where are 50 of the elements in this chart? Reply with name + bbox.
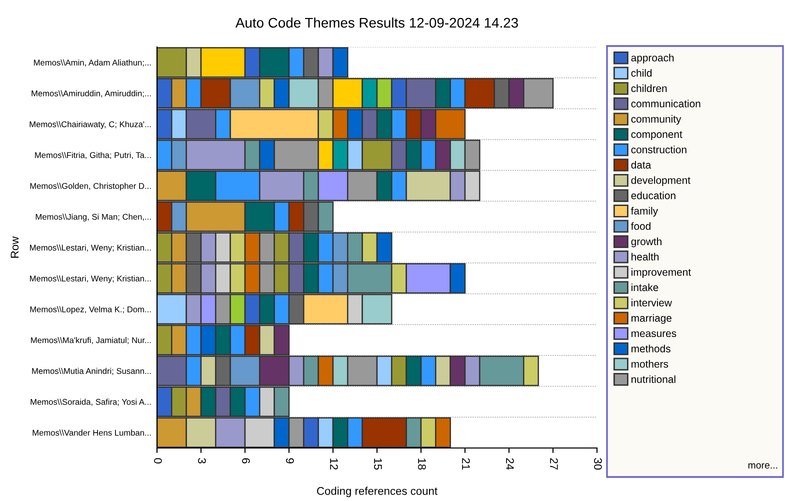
y-tick-label: Memos\\Lestari, Weny; Kristian... (30, 275, 151, 284)
legend-label: community (631, 115, 682, 125)
legend-label: education (631, 192, 676, 200)
x-tick-label: 27 (550, 458, 558, 470)
legend-label: interview (632, 298, 672, 306)
legend-label: improvement (632, 268, 691, 278)
x-tick-label: 21 (462, 458, 470, 470)
legend-label: food (630, 222, 650, 230)
chart-title: Auto Code Themes Results 12-09-2024 14.23 (235, 17, 518, 28)
y-tick-label: Memos\\Jiang, Si Man; Chen,... (36, 214, 151, 222)
legend-label: development (631, 176, 690, 186)
y-tick-label: Memos\\Ma'krufi, Jamiatul; Nur... (31, 337, 151, 344)
x-tick-label: 3 (198, 458, 206, 464)
x-tick-label: 15 (374, 458, 382, 470)
x-tick-label: 12 (330, 458, 338, 470)
x-tick-label: 6 (242, 458, 250, 464)
y-tick-label: Memos\\Soraida, Safira; Yosi A... (30, 398, 151, 406)
legend-label: approach (631, 54, 674, 64)
y-tick-label: Memos\\Lestari, Weny; Kristian... (30, 244, 151, 252)
x-tick-label: 18 (418, 458, 426, 470)
y-tick-label: Memos\\Fitria, Githa; Putri, Ta... (35, 152, 151, 160)
x-tick-label: 9 (286, 458, 294, 464)
legend-label: communication (631, 100, 700, 108)
legend-label: component (631, 131, 682, 140)
y-tick-label: Memos\\Golden, Christopher D... (30, 182, 151, 191)
legend-label: family (630, 206, 658, 217)
legend-label: marriage (632, 314, 672, 324)
legend-label: child (631, 69, 652, 77)
x-axis-title: Coding references count (317, 486, 438, 498)
legend-label: growth (631, 238, 662, 248)
y-tick-label: Memos\\Lopez, Velma K.; Dom... (30, 306, 151, 314)
legend-label: methods (632, 344, 670, 352)
x-tick-label: 30 (594, 458, 602, 470)
y-tick-label: Memos\\Mutia Anindri; Susann... (32, 368, 151, 375)
legend-label: measures (632, 331, 676, 338)
y-tick-label: Memos\\Amin, Adam Aliathun;... (34, 59, 151, 67)
legend-label: nutritional (632, 375, 676, 383)
legend-label: mothers (632, 360, 668, 368)
legend-label: intake (632, 283, 658, 292)
y-axis-title: Row (10, 236, 19, 258)
x-tick-label: 0 (154, 458, 162, 464)
x-tick-label: 24 (506, 458, 514, 470)
legend-label: health (632, 252, 659, 260)
y-tick-label: Memos\\Chairiawaty, C; Khuza'... (30, 121, 151, 129)
legend-label: construction (631, 146, 686, 154)
legend-label: data (631, 160, 652, 169)
y-tick-label: Memos\\Amiruddin, Amiruddin;... (32, 90, 151, 98)
text: more... (748, 463, 778, 469)
legend-label: children (631, 84, 667, 92)
y-tick-label: Memos\\Vander Hens Lumban... (32, 430, 151, 436)
